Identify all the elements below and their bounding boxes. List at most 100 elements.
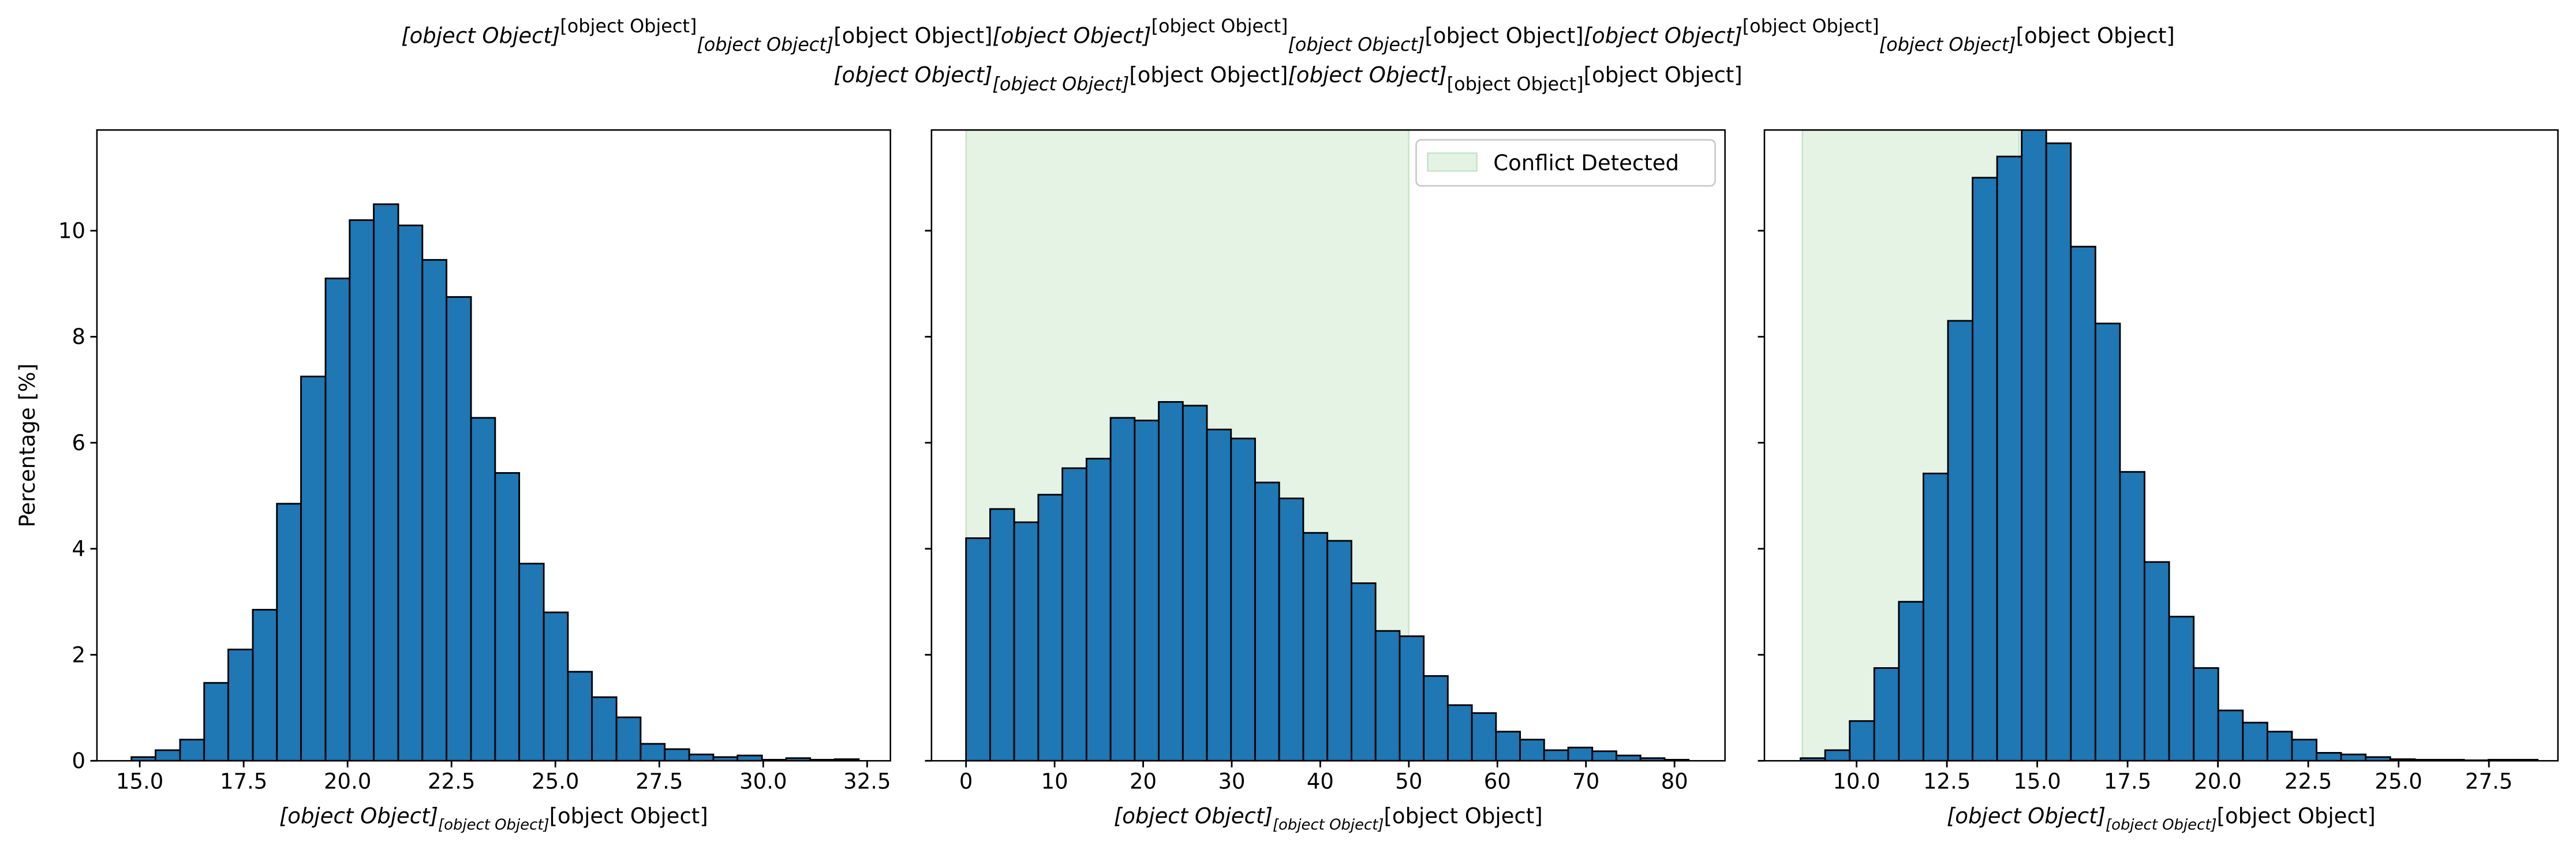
bar <box>664 748 690 761</box>
x-tick-label: 25.0 <box>2375 769 2422 794</box>
x-tick-label: 80 <box>1661 769 1688 794</box>
x-tick-label: 32.5 <box>843 769 891 794</box>
text-segment: [object Object] <box>992 23 1151 48</box>
x-tick-label: 27.5 <box>2465 769 2513 794</box>
text-segment: [object Object] <box>2217 803 2376 828</box>
x-tick-label: 10.0 <box>1833 769 1880 794</box>
bar <box>2217 709 2244 761</box>
x-tick-label: 15.0 <box>2013 769 2061 794</box>
bar <box>276 503 302 761</box>
bar <box>615 716 642 761</box>
plot-area <box>130 203 860 761</box>
plot-area <box>965 130 1690 761</box>
text-segment: [object Object] <box>438 816 549 833</box>
bar <box>736 754 763 761</box>
text-segment: [object Object] <box>1273 816 1384 833</box>
x-tick-label: 70 <box>1572 769 1599 794</box>
bar <box>2316 752 2342 761</box>
bar <box>1109 417 1136 761</box>
x-tick-label: 17.5 <box>220 769 267 794</box>
x-tick-label: 17.5 <box>2104 769 2151 794</box>
y-tick-label: 6 <box>72 431 85 455</box>
bar <box>2291 739 2317 761</box>
bar <box>1326 540 1352 761</box>
text-segment: [object Object] <box>1129 63 1288 88</box>
text-segment: [object Object] <box>1288 33 1425 55</box>
bar <box>567 671 593 761</box>
axes-frame <box>1763 129 2559 762</box>
bar <box>1399 635 1425 761</box>
bar <box>1898 601 1924 761</box>
bar <box>1543 749 1569 761</box>
x-tick-label: 30.0 <box>739 769 787 794</box>
x-tick-label: 27.5 <box>635 769 683 794</box>
axes-frame <box>930 129 1726 762</box>
bar <box>1616 754 1642 761</box>
bar <box>1972 177 1998 761</box>
bar <box>1302 532 1329 761</box>
text-segment: [object Object] <box>697 33 833 55</box>
bar <box>155 749 181 761</box>
bar <box>2242 721 2268 761</box>
bar <box>2021 130 2047 761</box>
text-segment: [object Object] <box>1584 23 1743 48</box>
y-tick-label: 8 <box>72 324 85 349</box>
panel: 10.0 12.5 15.0 17.5 20.0 22.5 25.0 27.5 <box>1758 129 2559 794</box>
bar <box>1206 428 1232 761</box>
axes-frame <box>96 129 891 762</box>
bar <box>1495 731 1521 761</box>
bar <box>421 259 447 761</box>
x-tick-label: 15.0 <box>116 769 163 794</box>
bar <box>1519 739 1545 761</box>
bar <box>2119 471 2145 761</box>
bar <box>2144 561 2170 761</box>
x-axis-label: [object Object][object Object][object Ob… <box>279 803 708 833</box>
bar <box>470 417 496 761</box>
bar <box>1922 472 1949 761</box>
bar <box>1351 582 1377 761</box>
bar <box>1061 467 1087 761</box>
x-tick-label: 25.0 <box>532 769 579 794</box>
x-tick-label: 22.5 <box>2285 769 2332 794</box>
text-segment: [object Object] <box>2106 816 2217 833</box>
text-segment: [object Object] <box>1114 803 1273 828</box>
text-segment: [object Object] <box>1879 33 2016 55</box>
text-segment: [object Object] <box>833 63 992 88</box>
legend-label: Conflict Detected <box>1493 151 1679 175</box>
bar <box>1374 630 1401 761</box>
bar <box>324 277 351 761</box>
x-tick-label: 50 <box>1395 769 1422 794</box>
text-segment: [object Object] <box>833 23 992 48</box>
bar <box>1471 712 1497 761</box>
bar <box>2193 667 2219 761</box>
panel: 15.0 17.5 20.0 22.5 25.0 27.5 30.0 32.5 0 2 4 6 8 10 <box>58 129 891 794</box>
x-tick-label: 20.0 <box>2194 769 2241 794</box>
legend-box <box>1415 139 1716 187</box>
bar <box>203 682 229 761</box>
bar <box>688 753 715 761</box>
bar <box>397 225 424 761</box>
text-segment: [object Object] <box>1584 63 1743 88</box>
bar <box>2094 323 2121 761</box>
text-segment: [object Object] <box>1743 15 1879 37</box>
figure-title: [object Object][object Object][object Ob… <box>833 63 1743 95</box>
bar <box>1567 746 1594 761</box>
x-tick-label: 0 <box>959 769 973 794</box>
bar <box>1873 667 1900 761</box>
bar <box>2168 615 2195 761</box>
text-segment: [object Object] <box>1151 15 1288 37</box>
y-tick-label: 10 <box>58 219 85 244</box>
panel: 0 10 20 30 40 50 60 70 80 Conflict Detected <box>925 129 1726 794</box>
bar <box>543 611 569 761</box>
x-tick-label: 60 <box>1484 769 1511 794</box>
bar <box>965 537 991 761</box>
legend: Conflict Detected <box>1415 139 1716 187</box>
x-tick-label: 40 <box>1307 769 1334 794</box>
bar <box>349 219 375 761</box>
text-segment: [object Object] <box>1384 803 1543 828</box>
bar <box>1996 155 2023 761</box>
bar <box>1085 458 1112 761</box>
x-tick-label: 10 <box>1041 769 1068 794</box>
text-segment: [object Object] <box>1288 63 1447 88</box>
